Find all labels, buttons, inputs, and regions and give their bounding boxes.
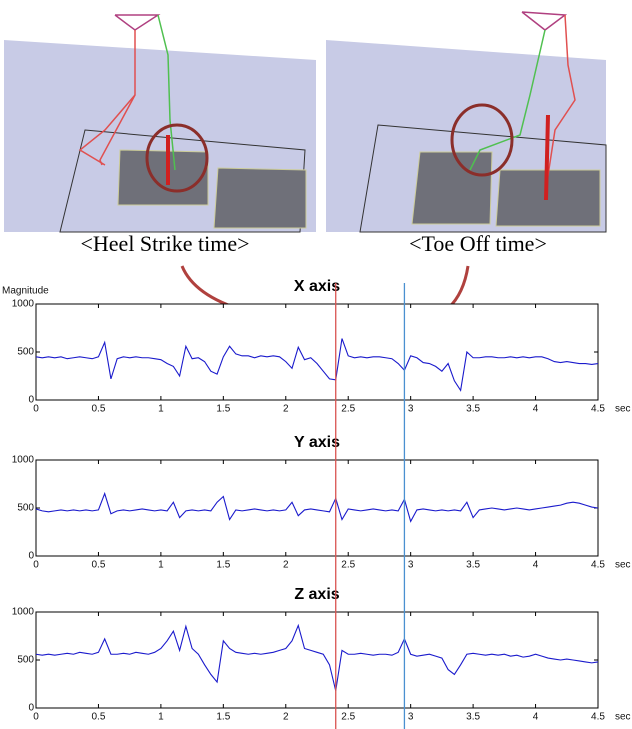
x-tick-label: 0.5 [91,404,105,415]
x-tick-label: 3.5 [466,560,480,571]
x-tick-label: 2.5 [341,712,355,723]
chart-title: Y axis [294,434,340,451]
x-tick-label: 4.5 [591,404,605,415]
x-tick-label: 2.5 [341,404,355,415]
x-tick-label: 4 [533,404,539,415]
x-tick-label: 0 [33,712,39,723]
x-tick-label: 1 [158,560,164,571]
data-line [35,338,599,392]
y-tick-label: 1000 [12,455,35,466]
x-tick-label: 0 [33,404,39,415]
x-tick-label: 3.5 [466,404,480,415]
x-tick-label: 3 [408,560,414,571]
chart-title: Z axis [294,586,339,603]
left-render [4,2,316,233]
y-tick-label: 1000 [12,607,35,618]
caption: <Toe Off time> [409,231,547,256]
x-tick-label: 2 [283,560,289,571]
y-tick-label: 500 [17,347,34,358]
data-line [35,491,599,523]
data-line [35,623,599,691]
x-tick-label: 1 [158,712,164,723]
x-tick-label: 1.5 [216,712,230,723]
x-tick-label: 1.5 [216,560,230,571]
x-tick-label: 4 [533,560,539,571]
y-tick-label: 0 [28,703,34,714]
x-tick-label: 0.5 [91,560,105,571]
x-tick-label: 2.5 [341,560,355,571]
x-tick-label: 4 [533,712,539,723]
x-tick-label: 3.5 [466,712,480,723]
plot-frame [35,303,599,401]
x-tick-label: 0.5 [91,712,105,723]
y-tick-label: 0 [28,395,34,406]
x-tick-label: 3 [408,712,414,723]
y-tick-label: 500 [17,503,34,514]
x-axis-label: sec [615,712,631,723]
chart-title: X axis [294,278,340,295]
y-axis-label: Magnitude [2,286,49,297]
y-tick-label: 500 [17,655,34,666]
x-tick-label: 2 [283,404,289,415]
caption: <Heel Strike time> [81,231,250,256]
y-tick-label: 0 [28,551,34,562]
x-axis-label: sec [615,560,631,571]
x-axis-label: sec [615,404,631,415]
plot-frame [35,611,599,709]
x-tick-label: 2 [283,712,289,723]
x-tick-label: 4.5 [591,560,605,571]
x-tick-label: 4.5 [591,712,605,723]
y-tick-label: 1000 [12,299,35,310]
right-render [326,2,607,233]
x-tick-label: 1 [158,404,164,415]
x-tick-label: 1.5 [216,404,230,415]
x-tick-label: 3 [408,404,414,415]
x-tick-label: 0 [33,560,39,571]
